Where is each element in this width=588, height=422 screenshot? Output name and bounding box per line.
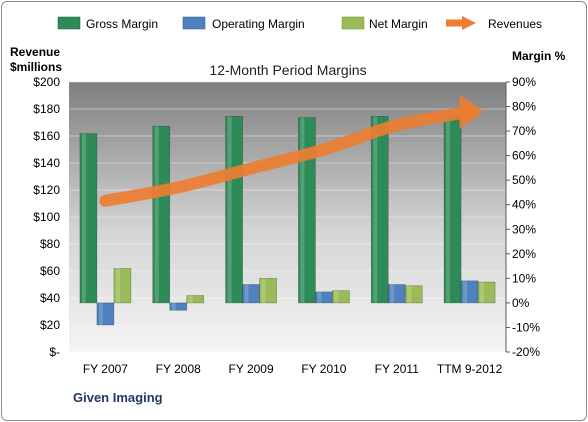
right-axis-label: Margin % bbox=[512, 49, 566, 63]
legend-label-operating-margin: Operating Margin bbox=[212, 17, 305, 31]
left-tick-label: $160 bbox=[33, 129, 60, 143]
right-tick-label: 10% bbox=[512, 271, 536, 285]
right-tick-label: -10% bbox=[512, 320, 540, 334]
bar-highlight-gross-margin bbox=[154, 126, 159, 303]
left-axis-label-line1: Revenue bbox=[10, 45, 60, 59]
legend-item-net-margin: Net Margin bbox=[341, 16, 428, 31]
x-tick-label: FY 2009 bbox=[229, 362, 274, 376]
bar-net-margin bbox=[259, 278, 277, 304]
bar-gross-margin bbox=[79, 133, 98, 304]
right-tick-label: 20% bbox=[512, 247, 536, 261]
bar-highlight-net-margin bbox=[188, 295, 193, 303]
bar-highlight-operating-margin bbox=[244, 284, 249, 303]
bar-net-margin bbox=[186, 295, 205, 304]
x-tick-label: FY 2007 bbox=[83, 362, 128, 376]
company-name: Given Imaging bbox=[73, 390, 163, 405]
left-tick-label: $80 bbox=[40, 237, 60, 251]
bar-operating-margin bbox=[96, 302, 115, 326]
left-tick-label: $200 bbox=[33, 75, 60, 89]
right-tick-label: 60% bbox=[512, 149, 536, 163]
left-tick-label: $140 bbox=[33, 156, 60, 170]
legend-swatch-operating-margin bbox=[182, 16, 206, 30]
bar-highlight-gross-margin bbox=[227, 116, 232, 303]
left-tick-label: $- bbox=[49, 345, 60, 359]
right-tick-label: 80% bbox=[512, 100, 536, 114]
bar-gross-margin bbox=[370, 116, 389, 304]
right-tick-label: 40% bbox=[512, 198, 536, 212]
bar-highlight-gross-margin bbox=[300, 117, 305, 303]
legend-arrow-revenues bbox=[462, 16, 476, 30]
right-tick-label: 30% bbox=[512, 222, 536, 236]
right-tick-label: 50% bbox=[512, 173, 536, 187]
bar-net-margin bbox=[477, 281, 496, 304]
legend-swatch-gross-margin bbox=[57, 16, 81, 30]
bar-highlight-net-margin bbox=[115, 268, 120, 303]
left-tick-label: $60 bbox=[40, 264, 60, 278]
legend-item-gross-margin: Gross Margin bbox=[57, 16, 158, 31]
bar-highlight-operating-margin bbox=[390, 284, 395, 303]
left-tick-label: $100 bbox=[33, 210, 60, 224]
axes: $- $20 $40 $60 $80 $100 $120 $140 $160 $180 $200 -2… bbox=[33, 75, 540, 376]
x-tick-label: FY 2011 bbox=[375, 362, 420, 376]
bar-operating-margin bbox=[169, 302, 188, 311]
bar-highlight-gross-margin bbox=[446, 116, 451, 303]
left-tick-label: $40 bbox=[40, 291, 60, 305]
legend-swatch-net-margin bbox=[341, 16, 365, 30]
legend-label-net-margin: Net Margin bbox=[369, 17, 428, 31]
x-tick-label: FY 2010 bbox=[301, 362, 346, 376]
bar-net-margin bbox=[113, 268, 132, 304]
left-axis-label-line2: $millions bbox=[10, 60, 62, 74]
legend: Gross Margin Operating Margin Net Margin… bbox=[57, 16, 542, 31]
bar-gross-margin bbox=[298, 117, 316, 304]
left-tick-label: $20 bbox=[40, 318, 60, 332]
bar-operating-margin bbox=[242, 284, 260, 304]
bar-highlight-operating-margin bbox=[463, 280, 468, 303]
legend-label-gross-margin: Gross Margin bbox=[86, 17, 158, 31]
bar-series bbox=[79, 116, 496, 326]
bar-highlight-gross-margin bbox=[373, 116, 378, 303]
bar-highlight-net-margin bbox=[407, 285, 412, 303]
bar-highlight-net-margin bbox=[261, 278, 266, 303]
bar-gross-margin bbox=[152, 125, 171, 304]
x-tick-label: TTM 9-2012 bbox=[437, 362, 503, 376]
legend-item-revenues: Revenues bbox=[446, 16, 542, 31]
legend-item-operating-margin: Operating Margin bbox=[182, 16, 305, 31]
bar-gross-margin bbox=[225, 116, 243, 304]
right-tick-label: 90% bbox=[512, 75, 536, 89]
right-tick-label: 70% bbox=[512, 124, 536, 138]
bar-net-margin bbox=[332, 290, 350, 304]
legend-label-revenues: Revenues bbox=[488, 17, 542, 31]
revenue-arrowhead bbox=[459, 94, 484, 129]
x-tick-label: FY 2008 bbox=[156, 362, 201, 376]
left-tick-label: $120 bbox=[33, 183, 60, 197]
revenue-line bbox=[99, 94, 484, 207]
chart-title: 12-Month Period Margins bbox=[209, 62, 366, 78]
right-tick-label: 0% bbox=[512, 296, 530, 310]
bar-highlight-gross-margin bbox=[81, 133, 86, 303]
bar-highlight-operating-margin bbox=[171, 302, 176, 311]
left-tick-label: $180 bbox=[33, 102, 60, 116]
bar-highlight-operating-margin bbox=[317, 291, 322, 303]
right-tick-label: -20% bbox=[512, 345, 540, 359]
bar-highlight-net-margin bbox=[480, 282, 485, 303]
bar-highlight-net-margin bbox=[334, 290, 339, 303]
bar-highlight-operating-margin bbox=[98, 302, 103, 325]
bar-net-margin bbox=[404, 285, 423, 304]
revenue-line-path bbox=[99, 105, 476, 207]
